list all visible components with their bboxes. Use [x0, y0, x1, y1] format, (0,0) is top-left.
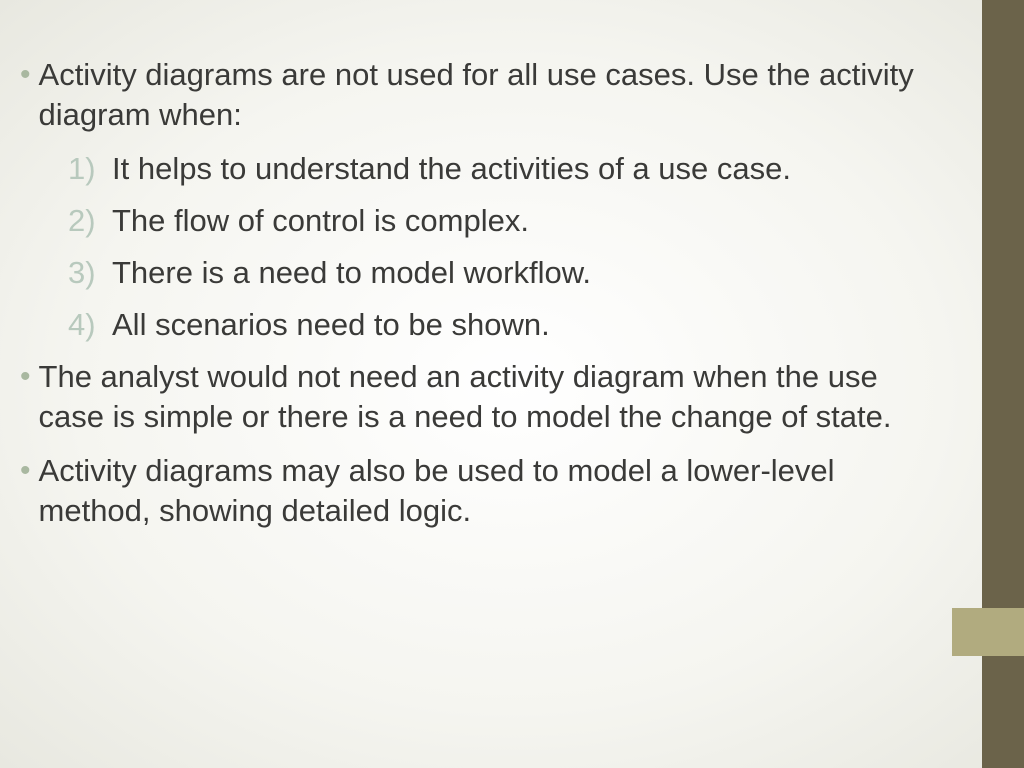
slide-content: • Activity diagrams are not used for all… — [20, 55, 940, 545]
bullet-marker-icon: • — [20, 55, 31, 95]
number-marker: 4) — [68, 305, 112, 345]
numbered-text: There is a need to model workflow. — [112, 253, 591, 293]
numbered-text: The flow of control is complex. — [112, 201, 529, 241]
bullet-item: • The analyst would not need an activity… — [20, 357, 940, 437]
bullet-item: • Activity diagrams may also be used to … — [20, 451, 940, 531]
bullet-marker-icon: • — [20, 357, 31, 397]
numbered-item: 3) There is a need to model workflow. — [68, 253, 940, 293]
bullet-item: • Activity diagrams are not used for all… — [20, 55, 940, 135]
bullet-text: Activity diagrams may also be used to mo… — [39, 451, 940, 531]
numbered-item: 2) The flow of control is complex. — [68, 201, 940, 241]
number-marker: 2) — [68, 201, 112, 241]
number-marker: 3) — [68, 253, 112, 293]
numbered-text: It helps to understand the activities of… — [112, 149, 791, 189]
bullet-text: The analyst would not need an activity d… — [39, 357, 940, 437]
numbered-item: 1) It helps to understand the activities… — [68, 149, 940, 189]
numbered-item: 4) All scenarios need to be shown. — [68, 305, 940, 345]
slide: • Activity diagrams are not used for all… — [0, 0, 1024, 768]
numbered-list: 1) It helps to understand the activities… — [68, 149, 940, 345]
number-marker: 1) — [68, 149, 112, 189]
bullet-text: Activity diagrams are not used for all u… — [39, 55, 940, 135]
bullet-marker-icon: • — [20, 451, 31, 491]
numbered-text: All scenarios need to be shown. — [112, 305, 550, 345]
side-accent-light — [952, 608, 1024, 656]
